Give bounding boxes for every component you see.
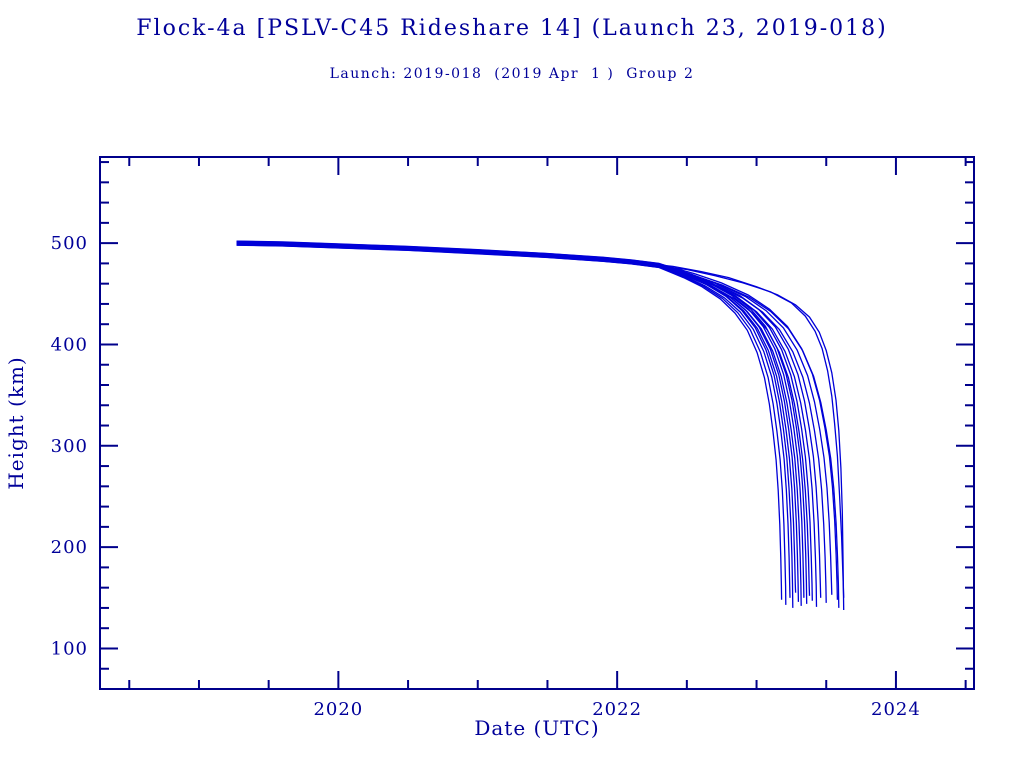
plot-frame — [99, 156, 975, 690]
x-tick-label: 2022 — [592, 699, 642, 720]
chart-subtitle: Launch: 2019-018 (2019 Apr 1 ) Group 2 — [329, 66, 695, 82]
decay-curve — [236, 242, 797, 593]
decay-curve — [236, 241, 800, 602]
chart-title: Flock-4a [PSLV-C45 Rideshare 14] (Launch… — [136, 16, 888, 41]
x-axis-label: Date (UTC) — [474, 716, 600, 740]
decay-curve — [236, 241, 845, 611]
decay-curve — [236, 244, 783, 600]
decay-curve — [236, 244, 787, 605]
decay-curve — [236, 240, 839, 600]
decay-curve — [236, 241, 794, 608]
y-tick-label: 200 — [51, 537, 88, 558]
decay-curve — [236, 243, 827, 603]
decay-curve — [236, 243, 791, 598]
x-tick-label: 2024 — [871, 699, 921, 720]
decay-curve — [236, 242, 845, 598]
decay-curve — [236, 242, 833, 595]
y-tick-label: 100 — [51, 638, 88, 659]
decay-curve — [236, 242, 802, 606]
y-axis-label: Height (km) — [4, 356, 28, 490]
y-tick-label: 400 — [51, 334, 88, 355]
y-tick-label: 500 — [51, 233, 88, 254]
x-tick-label: 2020 — [313, 699, 363, 720]
y-tick-label: 300 — [51, 436, 88, 457]
